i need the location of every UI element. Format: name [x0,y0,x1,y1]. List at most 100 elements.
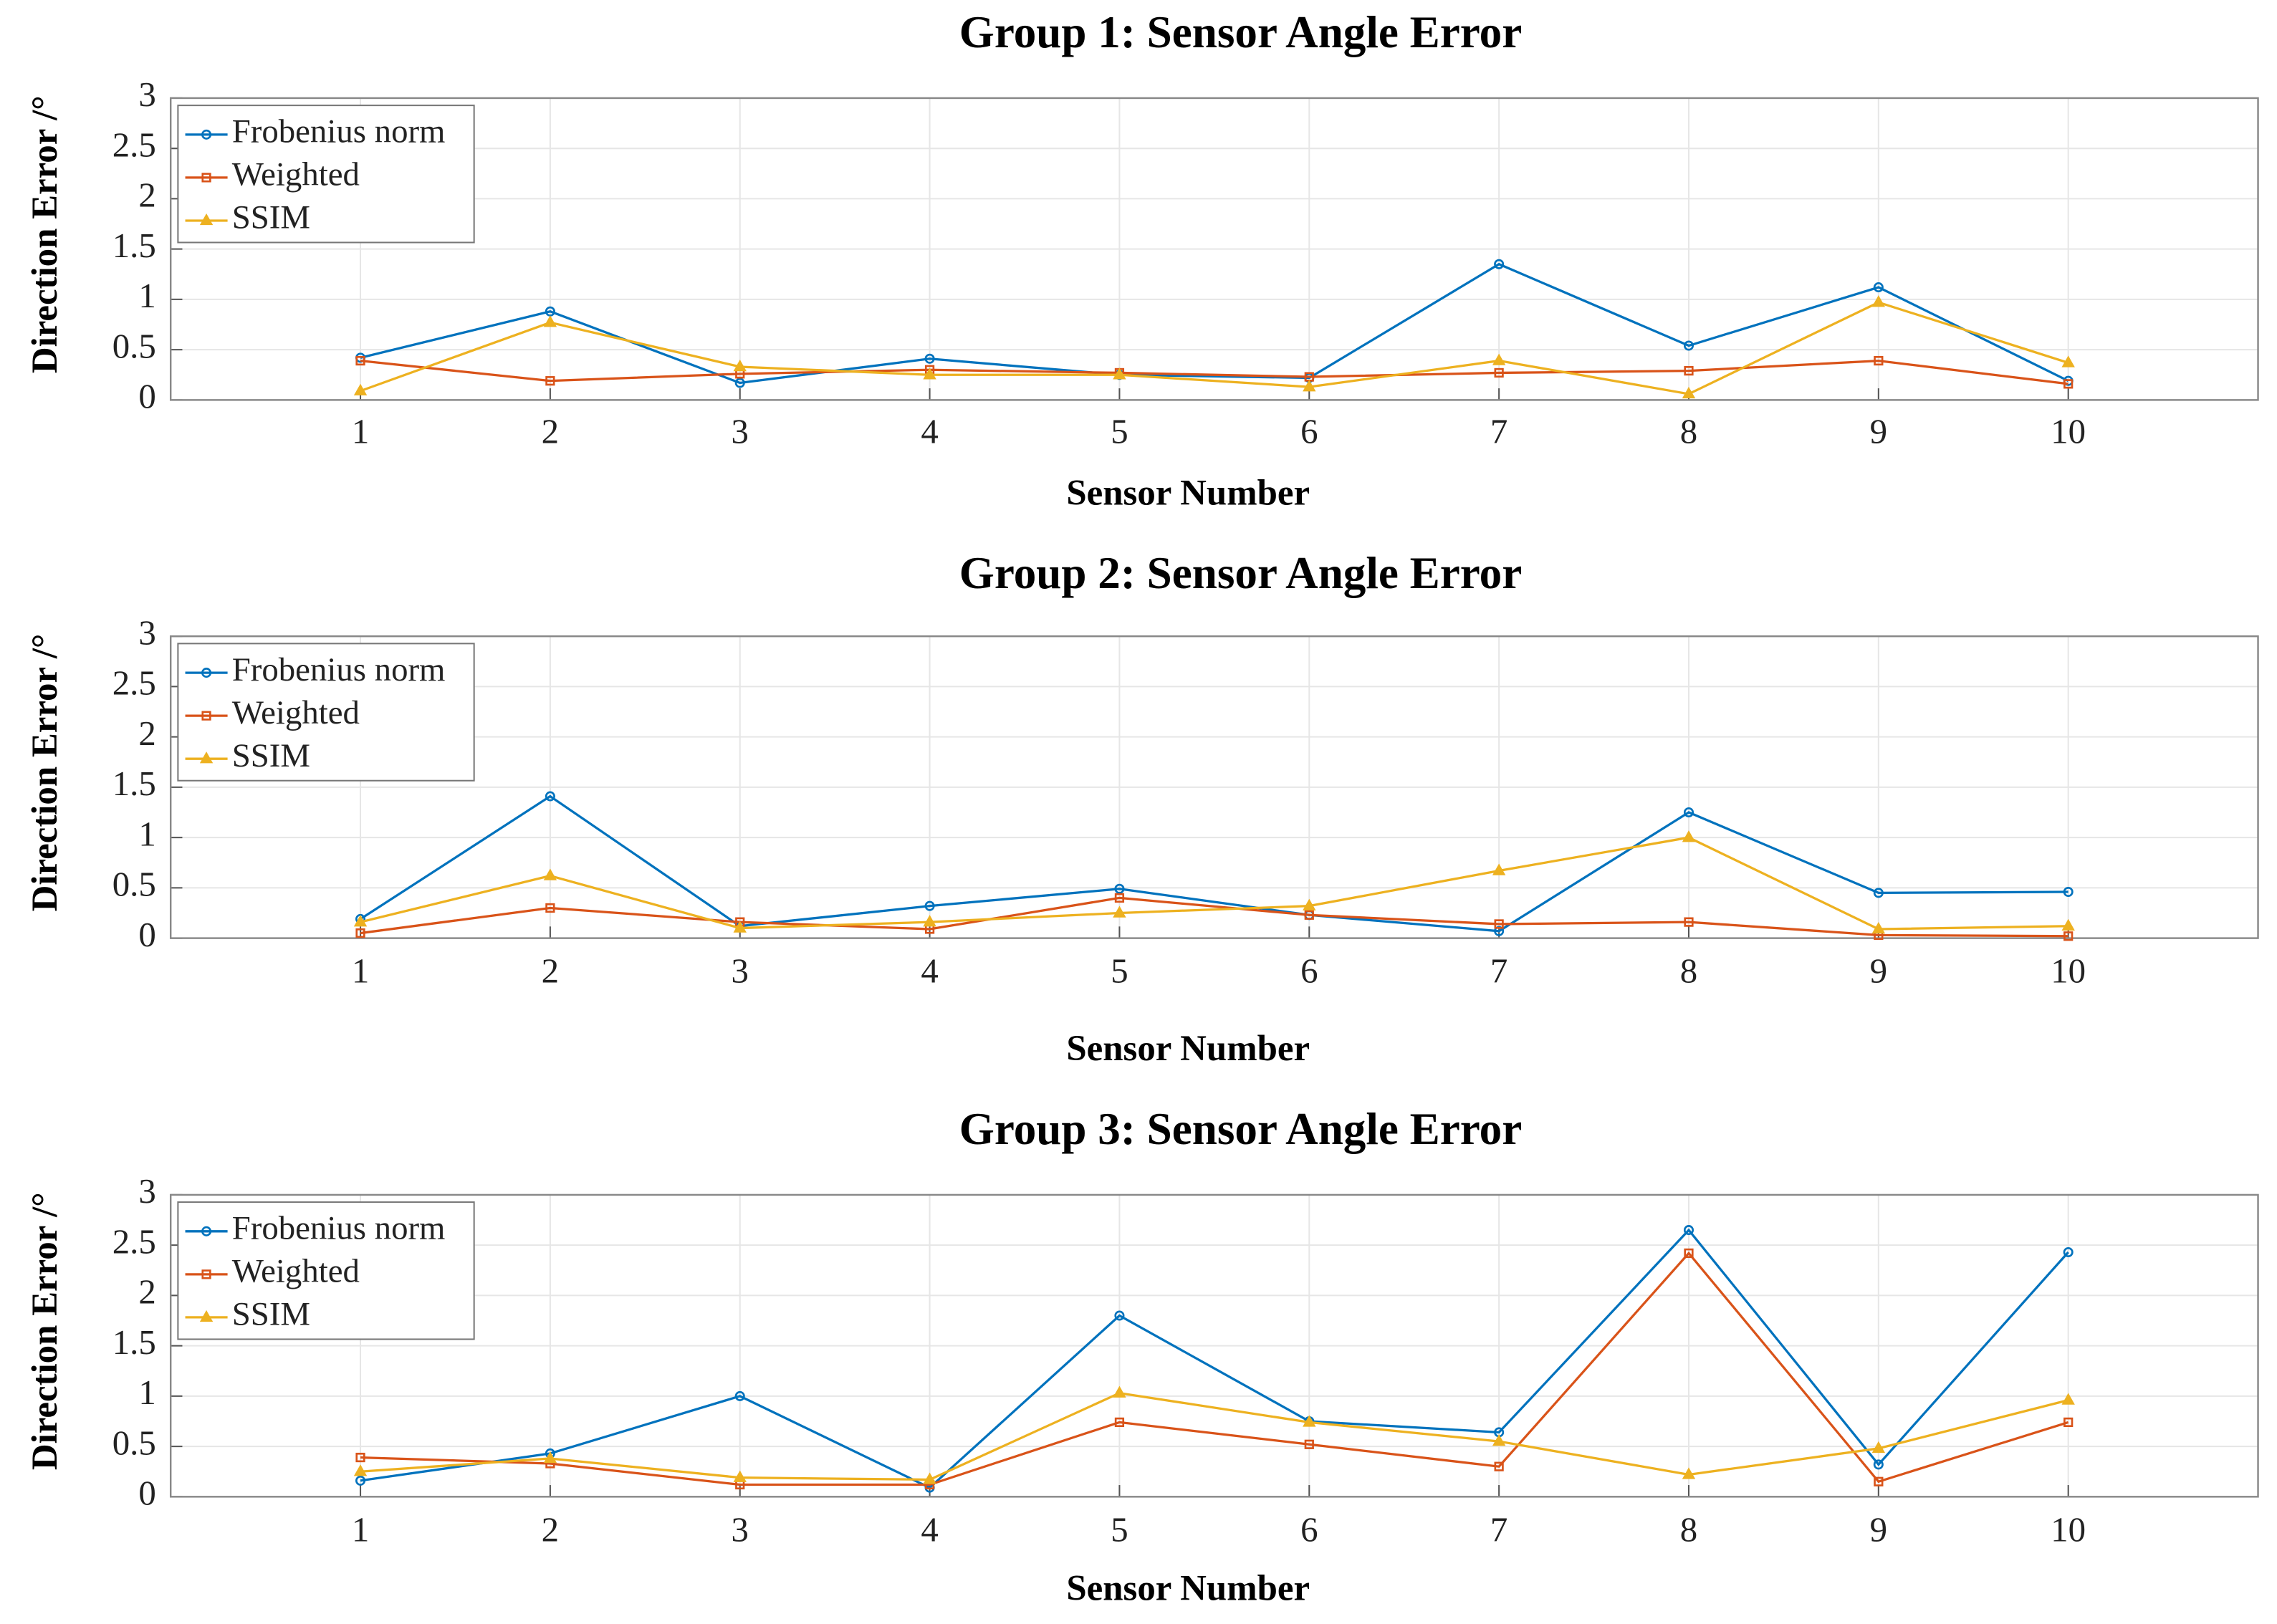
marker [1494,1461,1504,1471]
series-line [360,359,2069,385]
y-tick-label: 0.5 [112,865,156,904]
marker [353,1464,368,1476]
marker [1114,1310,1125,1321]
y-axis-label: Direction Error /° [25,95,65,373]
marker [1684,366,1694,376]
marker [1682,1467,1696,1479]
marker [543,1451,557,1464]
y-axis-label: Direction Error /° [25,634,65,912]
series-line [360,836,2069,931]
marker [1874,355,1884,366]
marker [1683,340,1694,351]
marker [201,173,211,183]
y-tick-label: 0 [138,377,155,416]
marker [923,1472,936,1484]
marker [1113,1385,1126,1398]
marker [1303,380,1316,392]
y-tick-label: 2 [138,176,155,215]
y-tick-label: 0 [138,1474,155,1513]
legend-label: Weighted [232,694,360,731]
marker [1873,888,1884,898]
x-tick-label: 9 [1870,951,1887,991]
plot-frame [169,1193,2259,1498]
marker [545,791,555,802]
marker [543,868,557,880]
marker [734,1390,745,1401]
y-tick-label: 3 [138,75,155,114]
series-line [360,1251,2069,1486]
marker [733,359,747,372]
x-tick-label: 3 [732,1509,749,1549]
marker [1113,905,1126,918]
x-axis-label: Sensor Number [1066,1029,1310,1069]
y-tick-label: 0 [138,915,155,954]
marker [201,129,212,140]
marker [1494,259,1505,269]
series-line [360,1228,2069,1489]
x-tick-label: 4 [921,951,938,991]
x-tick-label: 3 [732,951,749,991]
marker [201,1226,212,1236]
plot-frame [169,97,2259,401]
marker [201,1269,211,1279]
marker [545,376,555,386]
marker [545,903,555,913]
chart: Group 2: Sensor Angle Error 0 0.5 1 1.5 2 2.5 3… [25,548,2259,1069]
x-tick-label: 2 [542,1509,559,1549]
marker [543,315,557,327]
marker [1871,1441,1886,1454]
x-tick-label: 1 [352,411,369,451]
y-tick-label: 1.5 [112,226,156,265]
legend-label: Frobenius norm [232,651,446,688]
y-tick-label: 3 [138,612,155,652]
marker [924,900,935,911]
y-tick-label: 1 [138,814,155,853]
x-tick-label: 2 [542,951,559,991]
y-tick-label: 2.5 [112,125,156,164]
marker [1684,1248,1694,1259]
x-tick-label: 6 [1300,411,1318,451]
x-tick-label: 5 [1111,411,1128,451]
y-tick-label: 2.5 [112,663,156,703]
marker [201,711,211,721]
y-tick-label: 0.5 [112,1423,156,1462]
marker [923,367,936,380]
x-tick-label: 1 [352,1509,369,1549]
marker [353,383,368,395]
plot-frame [169,635,2259,939]
series-line [360,896,2069,938]
chart-title: Group 3: Sensor Angle Error [959,1104,1522,1154]
x-tick-label: 6 [1300,1509,1318,1549]
x-tick-label: 5 [1111,1509,1128,1549]
marker [1874,1476,1884,1486]
marker [2063,1246,2074,1258]
marker [1303,1415,1316,1427]
y-tick-label: 1 [138,1373,155,1412]
x-tick-label: 3 [732,411,749,451]
marker [199,1310,214,1322]
marker [1494,367,1504,378]
marker [1114,1417,1125,1428]
chart: Group 3: Sensor Angle Error 0 0.5 1 1.5 2 2.5 3… [25,1104,2259,1608]
legend-label: Weighted [232,1253,360,1290]
x-tick-label: 7 [1490,411,1507,451]
y-tick-label: 1.5 [112,1322,156,1362]
y-tick-label: 3 [138,1171,155,1211]
marker [355,1452,365,1463]
legend-label: Weighted [232,156,360,193]
legend-label: SSIM [232,1296,310,1333]
marker [201,668,212,678]
marker [733,921,747,933]
y-tick-label: 2 [138,713,155,753]
marker [1871,295,1886,307]
series-line [360,1391,2069,1481]
x-tick-label: 8 [1680,1509,1697,1549]
x-tick-label: 6 [1300,951,1318,991]
marker [199,751,214,764]
marker [1114,893,1125,903]
chart-title: Group 2: Sensor Angle Error [959,548,1522,598]
marker [1304,910,1314,920]
x-tick-label: 4 [921,1509,938,1549]
x-tick-label: 8 [1680,951,1697,991]
